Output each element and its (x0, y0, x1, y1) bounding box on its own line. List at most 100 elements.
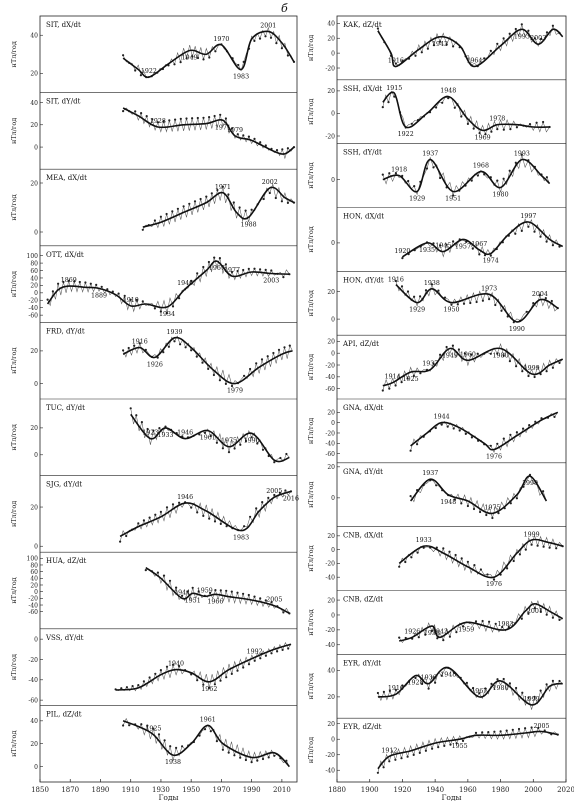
observed-point (394, 688, 397, 692)
observed-point (208, 517, 211, 520)
x-axis-label: Годы (158, 793, 178, 801)
y-tick-label: 0 (34, 452, 38, 459)
observed-point (454, 553, 457, 557)
observed-point (524, 727, 527, 730)
observed-point (218, 257, 221, 260)
observed-point (221, 185, 224, 188)
observed-point (253, 267, 256, 270)
x-tick-label: 1890 (92, 786, 110, 794)
observed-point (273, 493, 276, 497)
observed-point (479, 510, 482, 514)
observed-point (502, 354, 505, 357)
observed-point (119, 540, 122, 543)
observed-point (129, 298, 132, 301)
observed-point (230, 127, 234, 130)
observed-point (502, 437, 505, 440)
y-axis-label: нТл/год (307, 545, 315, 571)
trend-series-line (377, 666, 563, 706)
observed-point (466, 504, 469, 508)
observed-point (461, 625, 465, 628)
observed-point (514, 27, 517, 31)
observed-point (506, 315, 509, 318)
observed-point (489, 444, 492, 447)
panel: -60 -40 -20 0 нТл/год VSS, dY/dt 1940 1962 1992 (10, 628, 297, 704)
observed-point (409, 449, 412, 452)
observed-point (550, 299, 553, 303)
observed-point (449, 743, 452, 746)
extremum-year-label: 1920 (394, 248, 410, 255)
observed-point (533, 375, 536, 379)
extremum-year-label: 1938 (424, 630, 440, 637)
observed-point (472, 686, 475, 690)
observed-point (376, 771, 379, 774)
observed-point (431, 747, 434, 750)
y-tick-label: 0 (331, 420, 335, 427)
extremum-year-label: 1999 (524, 365, 540, 372)
observed-point (162, 574, 166, 577)
observed-point (422, 546, 425, 549)
observed-point (141, 300, 144, 303)
observed-point (224, 263, 227, 266)
extremum-year-label: 1977 (224, 267, 240, 274)
observed-point (106, 288, 109, 291)
extremum-year-label: 1966 (207, 598, 223, 605)
observed-point (122, 349, 125, 352)
observed-point (249, 367, 252, 371)
panel-label: SSH, dY/dt (343, 149, 382, 157)
observed-point (167, 345, 170, 348)
extremum-year-label: 1955 (452, 743, 468, 750)
y-tick-label: 0 (331, 240, 335, 247)
extremum-year-label: 1923 (142, 430, 158, 437)
observed-point (242, 268, 245, 272)
observed-point (494, 303, 497, 307)
extremum-year-label: 2005 (266, 597, 282, 604)
observed-point (465, 681, 468, 685)
observed-point (196, 679, 199, 682)
y-axis-label: нТл/год (307, 226, 315, 252)
extremum-year-label: 2002 (262, 179, 278, 186)
extremum-year-label: 1934 (159, 311, 175, 318)
observed-point (127, 346, 130, 350)
extremum-year-label: 1990 (509, 326, 525, 333)
extremum-year-label: 1916 (388, 276, 404, 283)
observed-point (537, 726, 540, 730)
observed-point (420, 51, 423, 54)
y-tick-label: 100 (27, 253, 39, 260)
trend-series-line (145, 566, 290, 615)
observed-point (270, 652, 273, 655)
y-tick-label: 0 (34, 589, 38, 596)
observed-point (260, 358, 264, 361)
extremum-year-label: 1929 (409, 196, 425, 203)
y-tick-label: 20 (327, 533, 335, 540)
observed-point (186, 590, 189, 593)
extremum-year-label: 1949 (442, 352, 458, 359)
observed-point (208, 56, 211, 59)
observed-point (256, 442, 259, 445)
observed-point (430, 629, 433, 633)
observed-point (264, 599, 267, 602)
y-axis-label: нТл/год (10, 41, 18, 67)
observed-point (175, 746, 178, 750)
observed-point (218, 379, 221, 382)
y-tick-label: -40 (325, 768, 335, 775)
extremum-year-label: 1990 (244, 437, 260, 444)
extremum-year-label: 2005 (266, 488, 282, 495)
observed-point (209, 434, 212, 438)
observed-point (471, 247, 474, 250)
observed-point (278, 491, 281, 494)
trend-series-line (142, 186, 295, 228)
observed-point (515, 686, 518, 690)
observed-point (400, 285, 404, 288)
observed-point (219, 679, 222, 682)
observed-point (466, 122, 469, 125)
y-axis-label: нТл/год (307, 482, 315, 508)
observed-point (393, 95, 396, 98)
observed-point (173, 340, 176, 343)
observed-point (280, 200, 283, 203)
observed-point (207, 367, 210, 370)
observed-point (244, 439, 248, 443)
observed-point (133, 344, 136, 347)
observed-point (202, 265, 205, 269)
extremum-year-label: 1944 (434, 414, 450, 421)
